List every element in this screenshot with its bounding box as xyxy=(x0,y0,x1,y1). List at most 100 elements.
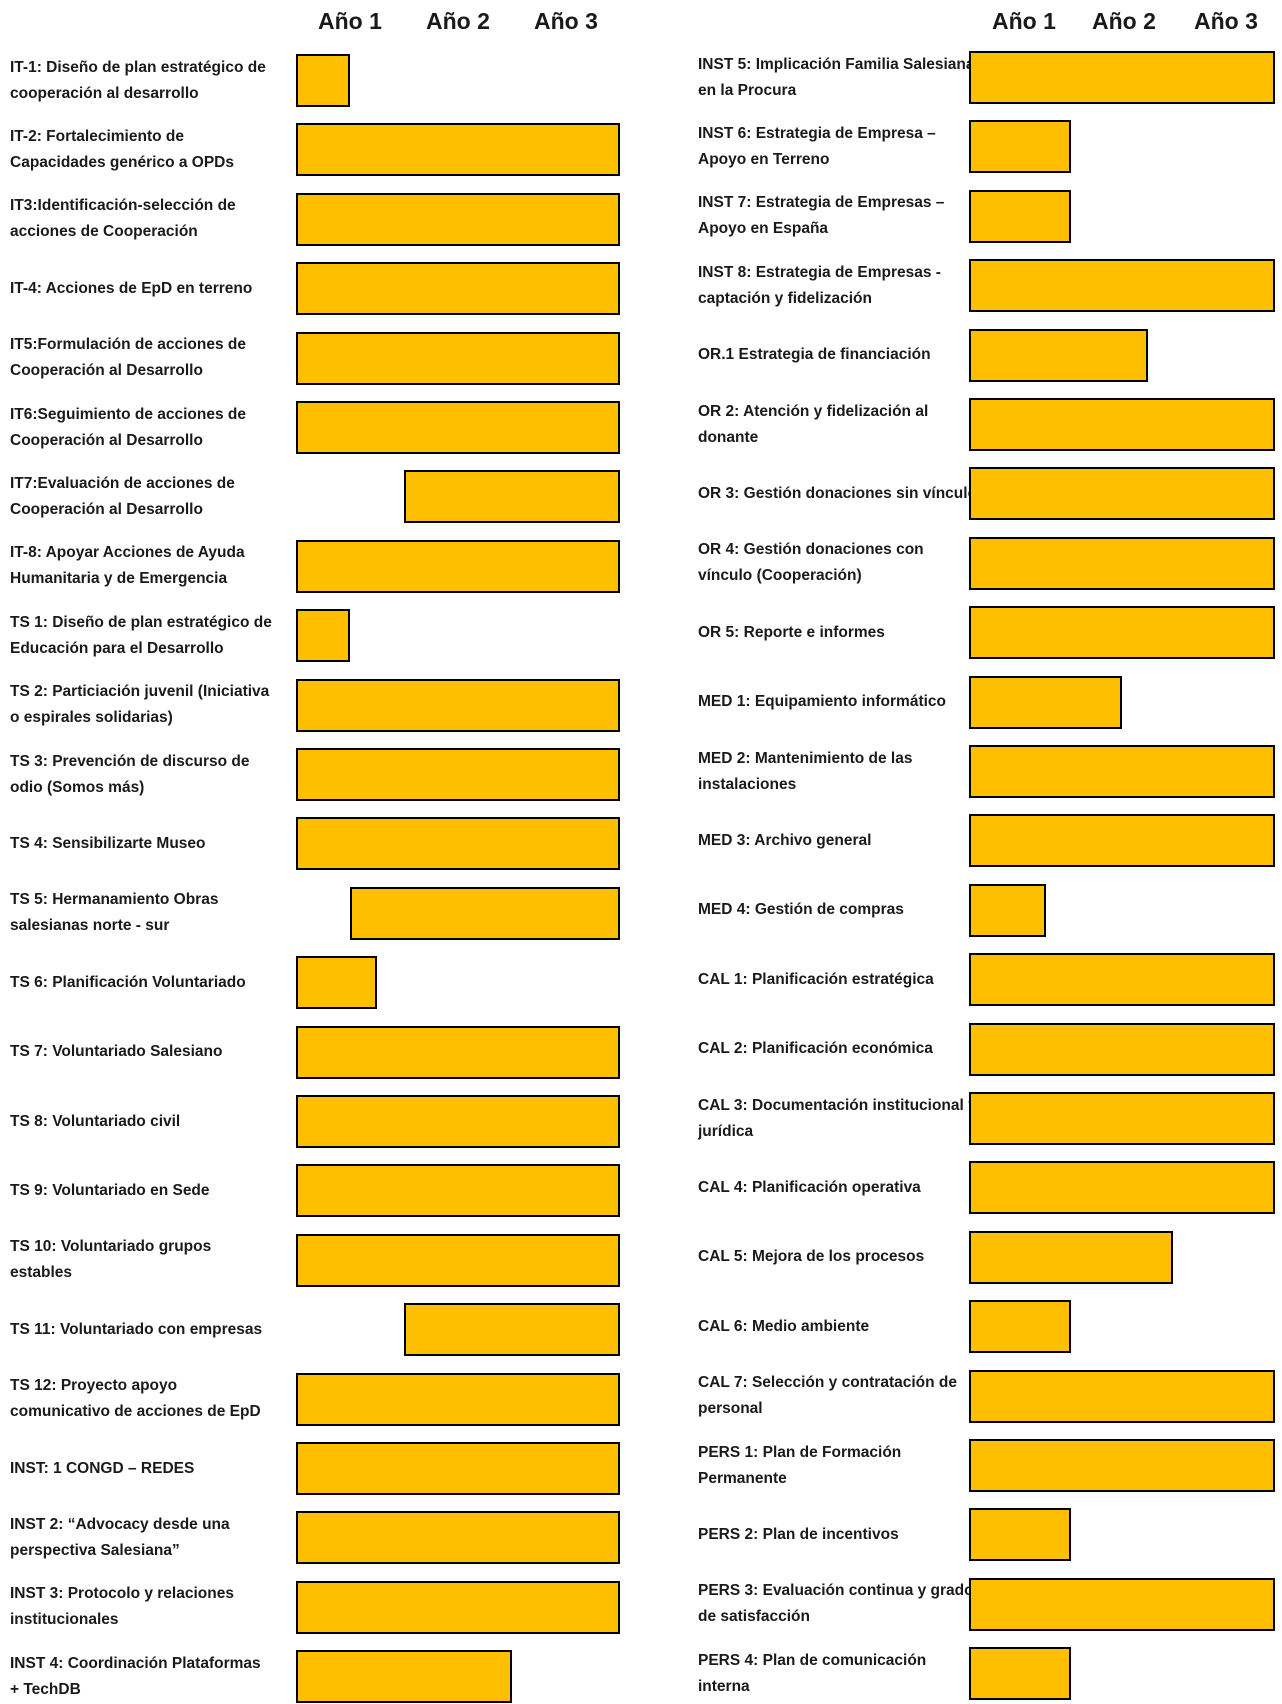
task-bar xyxy=(969,745,1275,798)
task-label: MED 3: Archivo general xyxy=(698,831,872,849)
task-label: OR.1 Estrategia de financiación xyxy=(698,346,931,364)
task-bar xyxy=(296,956,377,1010)
task-bar xyxy=(969,1577,1275,1631)
task-label: CAL 6: Medio ambiente xyxy=(698,1317,870,1335)
task-label: OR 2: Atención y fidelización al donante xyxy=(698,402,929,446)
year-header-3: Año 3 xyxy=(534,8,598,34)
year-header-1: Año 1 xyxy=(318,8,382,34)
task-bar xyxy=(296,1511,620,1565)
task-bar xyxy=(296,1164,620,1218)
task-label: TS 2: Particiación juvenil (Iniciativa o… xyxy=(10,683,270,727)
task-bar xyxy=(969,1230,1173,1284)
year-header-2: Año 2 xyxy=(426,8,490,34)
task-label: TS 4: Sensibilizarte Museo xyxy=(10,834,206,852)
task-bar xyxy=(969,1439,1275,1492)
task-label: TS 7: Voluntariado Salesiano xyxy=(10,1043,223,1061)
task-label: INST 3: Protocolo y relaciones instituci… xyxy=(10,1585,234,1629)
task-bar xyxy=(969,1161,1275,1215)
year-header-2: Año 2 xyxy=(1092,8,1156,34)
task-label: MED 1: Equipamiento informático xyxy=(698,693,947,711)
task-label: CAL 3: Documentación institucional y jur… xyxy=(698,1096,977,1140)
task-bar xyxy=(296,192,620,246)
task-bar xyxy=(296,1372,620,1426)
task-bar xyxy=(296,54,350,107)
task-bar xyxy=(296,1233,620,1287)
task-label: PERS 2: Plan de incentivos xyxy=(698,1525,899,1543)
task-bar xyxy=(296,401,620,454)
task-bar xyxy=(969,1647,1071,1701)
task-label: INST 8: Estrategia de Empresas - captaci… xyxy=(698,263,941,307)
task-bar xyxy=(969,467,1275,521)
task-label: CAL 1: Planificación estratégica xyxy=(698,970,934,988)
task-bar xyxy=(296,262,620,316)
task-bar xyxy=(969,536,1275,590)
task-label: CAL 7: Selección y contratación de perso… xyxy=(698,1374,957,1418)
task-bar xyxy=(296,678,620,732)
task-bar xyxy=(296,609,350,663)
task-label: PERS 1: Plan de Formación Permanente xyxy=(698,1443,902,1487)
task-label: TS 9: Voluntariado en Sede xyxy=(10,1181,210,1199)
task-label: TS 12: Proyecto apoyo comunicativo de ac… xyxy=(10,1377,261,1421)
task-bar xyxy=(969,189,1071,243)
task-bar xyxy=(969,328,1148,382)
task-bar xyxy=(969,1300,1071,1354)
task-label: MED 2: Mantenimiento de las instalacione… xyxy=(698,749,913,793)
task-label: INST 7: Estrategia de Empresas – Apoyo e… xyxy=(698,194,945,238)
task-bar xyxy=(969,814,1275,868)
task-label: PERS 3: Evaluación continua y grado de s… xyxy=(698,1582,974,1626)
task-label: IT6:Seguimiento de acciones de Cooperaci… xyxy=(10,405,247,449)
task-label: MED 4: Gestión de compras xyxy=(698,901,904,919)
task-label: TS 6: Planificación Voluntariado xyxy=(10,973,246,991)
year-header-3: Año 3 xyxy=(1194,8,1258,34)
task-label: PERS 4: Plan de comunicación interna xyxy=(698,1651,927,1695)
task-label: TS 10: Voluntariado grupos estables xyxy=(10,1238,212,1282)
task-bar xyxy=(969,1508,1071,1562)
task-bar xyxy=(969,883,1046,937)
task-bar xyxy=(969,259,1275,313)
task-bar xyxy=(969,51,1275,104)
task-bar xyxy=(296,123,620,177)
task-bar xyxy=(969,606,1275,660)
task-bar xyxy=(404,1303,620,1357)
gantt-panel-right: Año 1 Año 2 Año 3 INST 5: Implicación Fa… xyxy=(640,0,1282,1704)
year-header-1: Año 1 xyxy=(992,8,1056,34)
task-bar xyxy=(296,331,620,385)
task-bar xyxy=(969,953,1275,1007)
task-bar xyxy=(350,886,620,940)
task-label: TS 5: Hermanamiento Obras salesianas nor… xyxy=(10,891,219,935)
task-bar xyxy=(296,748,620,801)
task-bar xyxy=(296,1025,620,1079)
task-label: IT-2: Fortalecimiento de Capacidades gen… xyxy=(10,127,234,171)
task-label: TS 8: Voluntariado civil xyxy=(10,1112,181,1130)
task-bar xyxy=(969,1092,1275,1145)
task-bar xyxy=(969,120,1071,174)
task-bar xyxy=(404,470,620,524)
task-label: IT-1: Diseño de plan estratégico de coop… xyxy=(10,58,266,102)
task-label: CAL 2: Planificación económica xyxy=(698,1040,933,1058)
task-bar xyxy=(969,1022,1275,1076)
task-label: CAL 5: Mejora de los procesos xyxy=(698,1248,925,1266)
task-bar xyxy=(296,1580,620,1634)
task-label: OR 5: Reporte e informes xyxy=(698,623,885,641)
task-label: IT-8: Apoyar Acciones de Ayuda Humanitar… xyxy=(10,544,245,588)
task-bar xyxy=(969,1369,1275,1423)
task-bar xyxy=(296,1650,512,1704)
task-label: INST 5: Implicación Familia Salesiana en… xyxy=(698,55,975,99)
task-label: IT3:Identificación-selección de acciones… xyxy=(10,197,236,241)
task-label: TS 1: Diseño de plan estratégico de Educ… xyxy=(10,613,272,657)
task-bar xyxy=(296,817,620,871)
task-bar xyxy=(296,1442,620,1495)
task-label: INST: 1 CONGD – REDES xyxy=(10,1459,195,1477)
task-bar xyxy=(296,539,620,593)
task-label: IT5:Formulación de acciones de Cooperaci… xyxy=(10,336,247,380)
task-label: TS 3: Prevención de discurso de odio (So… xyxy=(10,752,250,796)
task-label: OR 4: Gestión donaciones con vínculo (Co… xyxy=(698,541,924,585)
task-bar xyxy=(969,398,1275,451)
task-label: INST 4: Coordinación Plataformas + TechD… xyxy=(10,1654,261,1698)
task-label: CAL 4: Planificación operativa xyxy=(698,1178,921,1196)
task-bar xyxy=(296,1095,620,1148)
task-label: IT-4: Acciones de EpD en terreno xyxy=(10,279,253,297)
task-label: INST 6: Estrategia de Empresa – Apoyo en… xyxy=(698,124,936,168)
task-label: OR 3: Gestión donaciones sin vínculo xyxy=(698,484,978,502)
task-label: INST 2: “Advocacy desde una perspectiva … xyxy=(10,1515,230,1559)
